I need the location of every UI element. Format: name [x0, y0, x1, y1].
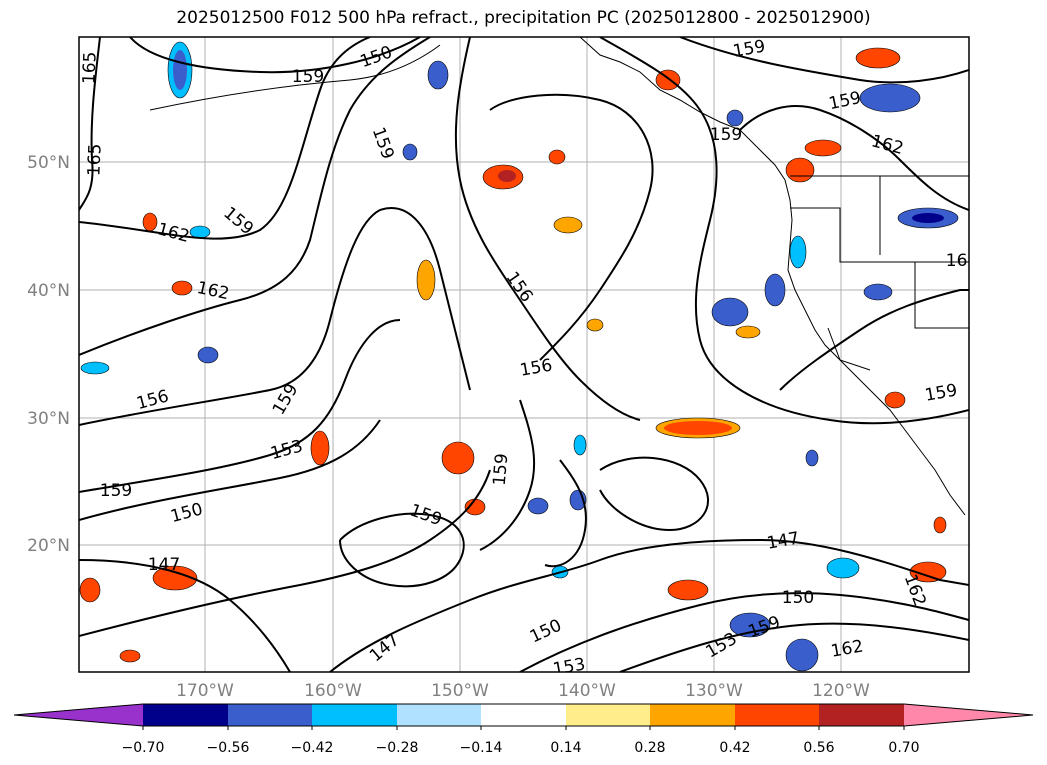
- colorbar-tick-label: −0.14: [460, 740, 503, 756]
- colorbar: [13, 703, 1034, 730]
- contour-label: 165: [84, 143, 105, 176]
- colorbar-tick-label: 0.56: [803, 740, 834, 756]
- lon-label-140w: 140°W: [558, 681, 616, 701]
- colorbar-tick-label: −0.56: [207, 740, 250, 756]
- contour-label: 159: [710, 125, 742, 145]
- colorbar-tick-label: 0.70: [888, 740, 919, 756]
- colorbar-tick-label: −0.42: [291, 740, 334, 756]
- contour-label: 159: [100, 481, 132, 501]
- colorbar-segment: [312, 704, 397, 726]
- lon-label-170w: 170°W: [176, 681, 234, 701]
- colorbar-tick-label: 0.14: [550, 740, 581, 756]
- colorbar-tick-label: −0.70: [122, 740, 165, 756]
- colorbar-segment: [650, 704, 735, 726]
- colorbar-segment: [397, 704, 481, 726]
- contour-label: 150: [782, 588, 814, 608]
- colorbar-segment: [481, 704, 566, 726]
- coastlines: [149, 37, 969, 516]
- colorbar-segment: [819, 704, 904, 726]
- latitude-labels: 50°N 40°N 30°N 20°N: [27, 153, 70, 556]
- colorbar-segment: [566, 704, 650, 726]
- colorbar-extend-low: [14, 704, 143, 726]
- plot-frame: [78, 36, 970, 673]
- precipitation-shading: [79, 41, 959, 672]
- lat-label-30n: 30°N: [27, 409, 70, 429]
- contour-label: 162: [946, 251, 978, 271]
- lon-label-150w: 150°W: [431, 681, 489, 701]
- lon-label-160w: 160°W: [304, 681, 362, 701]
- map-title: 2025012500 F012 500 hPa refract., precip…: [176, 8, 871, 28]
- colorbar-segment: [228, 704, 312, 726]
- colorbar-segment: [143, 704, 228, 726]
- lon-label-130w: 130°W: [685, 681, 743, 701]
- colorbar-extend-high: [904, 704, 1033, 726]
- contour-label: 153: [551, 654, 586, 679]
- lat-label-20n: 20°N: [27, 536, 70, 556]
- colorbar-tick-label: −0.28: [376, 740, 419, 756]
- height-contours: [79, 37, 969, 672]
- contour-label: 165: [79, 51, 100, 84]
- longitude-labels: 170°W 160°W 150°W 140°W 130°W 120°W: [176, 681, 870, 701]
- colorbar-tick-label: 0.28: [634, 740, 665, 756]
- colorbar-tick-labels: −0.70 −0.56 −0.42 −0.28 −0.14 0.14 0.28 …: [122, 740, 920, 756]
- contour-label: 159: [490, 453, 513, 487]
- lon-label-120w: 120°W: [812, 681, 870, 701]
- colorbar-tick-label: 0.42: [719, 740, 750, 756]
- colorbar-segment: [735, 704, 819, 726]
- lat-label-40n: 40°N: [27, 281, 70, 301]
- lat-label-50n: 50°N: [27, 153, 70, 173]
- contour-label: 147: [148, 555, 180, 575]
- contour-label: 159: [292, 67, 324, 87]
